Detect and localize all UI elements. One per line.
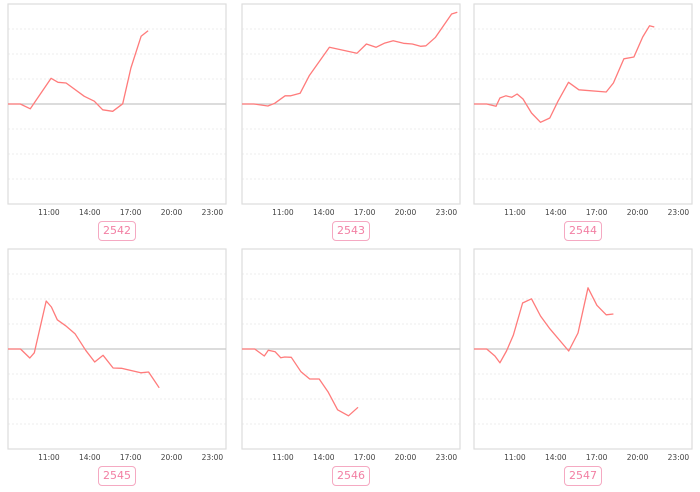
x-tick-label: 17:00	[354, 208, 376, 217]
x-tick-label: 11:00	[504, 453, 526, 462]
x-tick-label: 17:00	[120, 208, 142, 217]
x-tick-label: 11:00	[38, 208, 60, 217]
x-tick-label: 11:00	[38, 453, 60, 462]
series-line	[474, 26, 654, 123]
chart-panel: 11:00 14:00 17:00 20:00 23:00	[238, 247, 472, 492]
chart-panel: 11:00 14:00 17:00 20:00 23:00	[238, 2, 472, 247]
stock-code-button[interactable]: 2546	[332, 466, 370, 486]
x-tick-label: 23:00	[436, 453, 458, 462]
x-tick-label: 17:00	[586, 453, 608, 462]
line-chart: 11:00 14:00 17:00 20:00 23:00	[4, 247, 238, 492]
x-tick-label: 14:00	[79, 453, 101, 462]
x-tick-label: 17:00	[586, 208, 608, 217]
chart-panel: 11:00 14:00 17:00 20:00 23:00	[4, 2, 238, 247]
x-tick-label: 14:00	[79, 208, 101, 217]
x-tick-label: 20:00	[161, 453, 183, 462]
stock-code-button[interactable]: 2542	[98, 221, 136, 241]
chart-panel: 11:00 14:00 17:00 20:00 23:00	[470, 2, 700, 247]
x-tick-label: 14:00	[313, 208, 335, 217]
x-tick-label: 23:00	[668, 453, 690, 462]
x-tick-label: 23:00	[436, 208, 458, 217]
stock-code-button[interactable]: 2547	[564, 466, 602, 486]
stock-code-button[interactable]: 2545	[98, 466, 136, 486]
series-line	[242, 12, 457, 106]
line-chart: 11:00 14:00 17:00 20:00 23:00	[4, 2, 238, 247]
x-tick-label: 20:00	[395, 453, 417, 462]
line-chart: 11:00 14:00 17:00 20:00 23:00	[470, 2, 700, 247]
x-tick-label: 14:00	[545, 208, 567, 217]
x-tick-label: 14:00	[313, 453, 335, 462]
x-tick-label: 23:00	[202, 208, 224, 217]
stock-code-button[interactable]: 2543	[332, 221, 370, 241]
x-tick-label: 20:00	[627, 208, 649, 217]
x-tick-label: 23:00	[202, 453, 224, 462]
line-chart: 11:00 14:00 17:00 20:00 23:00	[238, 2, 472, 247]
series-line	[242, 349, 358, 416]
x-tick-label: 20:00	[395, 208, 417, 217]
x-tick-label: 11:00	[272, 208, 294, 217]
stock-code-button[interactable]: 2544	[564, 221, 602, 241]
x-tick-label: 20:00	[161, 208, 183, 217]
x-tick-label: 17:00	[354, 453, 376, 462]
x-tick-label: 11:00	[504, 208, 526, 217]
chart-panel: 11:00 14:00 17:00 20:00 23:00	[4, 247, 238, 492]
x-tick-label: 17:00	[120, 453, 142, 462]
chart-panel: 11:00 14:00 17:00 20:00 23:00	[470, 247, 700, 492]
x-tick-label: 20:00	[627, 453, 649, 462]
x-tick-label: 11:00	[272, 453, 294, 462]
x-tick-label: 23:00	[668, 208, 690, 217]
line-chart: 11:00 14:00 17:00 20:00 23:00	[470, 247, 700, 492]
line-chart: 11:00 14:00 17:00 20:00 23:00	[238, 247, 472, 492]
series-line	[8, 301, 159, 388]
x-tick-label: 14:00	[545, 453, 567, 462]
series-line	[8, 31, 148, 112]
